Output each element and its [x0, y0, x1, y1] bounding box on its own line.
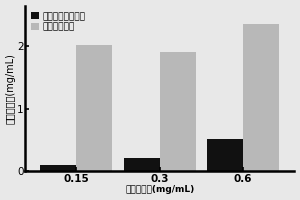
Bar [160, 52, 196, 171]
Legend: 未修饰的活化微球, 多肽修饰微球: 未修饰的活化微球, 多肽修饰微球 [29, 10, 87, 33]
Bar [124, 158, 160, 171]
Bar [243, 24, 279, 171]
Bar [76, 45, 112, 171]
Bar [207, 139, 243, 171]
X-axis label: 抗体加样量(mg/mL): 抗体加样量(mg/mL) [125, 185, 194, 194]
Bar [40, 165, 76, 171]
Y-axis label: 抗体结合量(mg/mL): 抗体结合量(mg/mL) [6, 53, 16, 124]
